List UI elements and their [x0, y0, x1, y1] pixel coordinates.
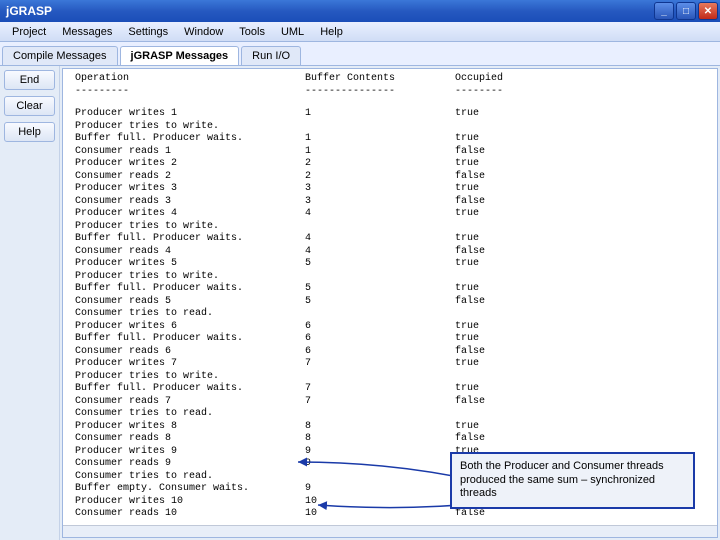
- col-buffer: Buffer Contents: [305, 73, 455, 86]
- tab-jgrasp-messages[interactable]: jGRASP Messages: [120, 46, 240, 65]
- console-row: Producer writes 11true: [75, 108, 709, 121]
- help-button[interactable]: Help: [4, 122, 55, 142]
- annotation-callout: Both the Producer and Consumer threads p…: [450, 452, 695, 509]
- console-row: Producer writes 66true: [75, 321, 709, 334]
- console-row: Producer tries to write.: [75, 371, 709, 384]
- console-row: Buffer full. Producer waits.6true: [75, 333, 709, 346]
- console-row: Producer writes 55true: [75, 258, 709, 271]
- clear-button[interactable]: Clear: [4, 96, 55, 116]
- console-row: Producer writes 88true: [75, 421, 709, 434]
- menu-settings[interactable]: Settings: [120, 24, 176, 40]
- console-row: Producer tries to write.: [75, 271, 709, 284]
- console-row: Producer writes 22true: [75, 158, 709, 171]
- console-row: Producer writes 77true: [75, 358, 709, 371]
- console-row: Producer writes 44true: [75, 208, 709, 221]
- menu-tools[interactable]: Tools: [231, 24, 273, 40]
- tab-run-io[interactable]: Run I/O: [241, 46, 301, 65]
- horizontal-scrollbar[interactable]: [63, 525, 717, 537]
- workspace: End Clear Help Operation Buffer Contents…: [0, 66, 720, 540]
- console-header-underline: --------- --------------- --------: [75, 86, 709, 99]
- console-row: Buffer full. Producer waits.1true: [75, 133, 709, 146]
- console-row: Producer tries to write.: [75, 121, 709, 134]
- menu-window[interactable]: Window: [176, 24, 231, 40]
- menu-uml[interactable]: UML: [273, 24, 312, 40]
- menu-help[interactable]: Help: [312, 24, 351, 40]
- console-output: Operation Buffer Contents Occupied -----…: [62, 68, 718, 538]
- output-tabs: Compile Messages jGRASP Messages Run I/O: [0, 42, 720, 66]
- console-row: Consumer tries to read.: [75, 308, 709, 321]
- output-sidebar: End Clear Help: [0, 66, 60, 540]
- console-row: Consumer reads 66false: [75, 346, 709, 359]
- console-row: Consumer reads 11false: [75, 146, 709, 159]
- tab-compile-messages[interactable]: Compile Messages: [2, 46, 118, 65]
- console-row: Buffer full. Producer waits.4true: [75, 233, 709, 246]
- console-row: Buffer full. Producer waits.7true: [75, 383, 709, 396]
- maximize-button[interactable]: □: [676, 2, 696, 20]
- console-row: Buffer full. Producer waits.5true: [75, 283, 709, 296]
- console-row: Producer tries to write.: [75, 221, 709, 234]
- menu-project[interactable]: Project: [4, 24, 54, 40]
- app-title: jGRASP: [6, 4, 52, 18]
- console-row: Consumer reads 77false: [75, 396, 709, 409]
- col-operation: Operation: [75, 73, 305, 86]
- minimize-button[interactable]: _: [654, 2, 674, 20]
- console-row: Consumer reads 22false: [75, 171, 709, 184]
- window-titlebar: jGRASP _ □ ✕: [0, 0, 720, 22]
- window-controls: _ □ ✕: [654, 2, 718, 20]
- console-row: Consumer tries to read.: [75, 408, 709, 421]
- console-row: Consumer reads 33false: [75, 196, 709, 209]
- menu-messages[interactable]: Messages: [54, 24, 120, 40]
- col-occupied: Occupied: [455, 73, 555, 86]
- console-row: Consumer reads 88false: [75, 433, 709, 446]
- console-row: Consumer reads 1010false: [75, 508, 709, 521]
- end-button[interactable]: End: [4, 70, 55, 90]
- console-row: Consumer reads 55false: [75, 296, 709, 309]
- console-row: Producer writes 33true: [75, 183, 709, 196]
- console-row: Consumer reads 44false: [75, 246, 709, 259]
- close-button[interactable]: ✕: [698, 2, 718, 20]
- console-header: Operation Buffer Contents Occupied: [75, 73, 709, 86]
- menubar: Project Messages Settings Window Tools U…: [0, 22, 720, 42]
